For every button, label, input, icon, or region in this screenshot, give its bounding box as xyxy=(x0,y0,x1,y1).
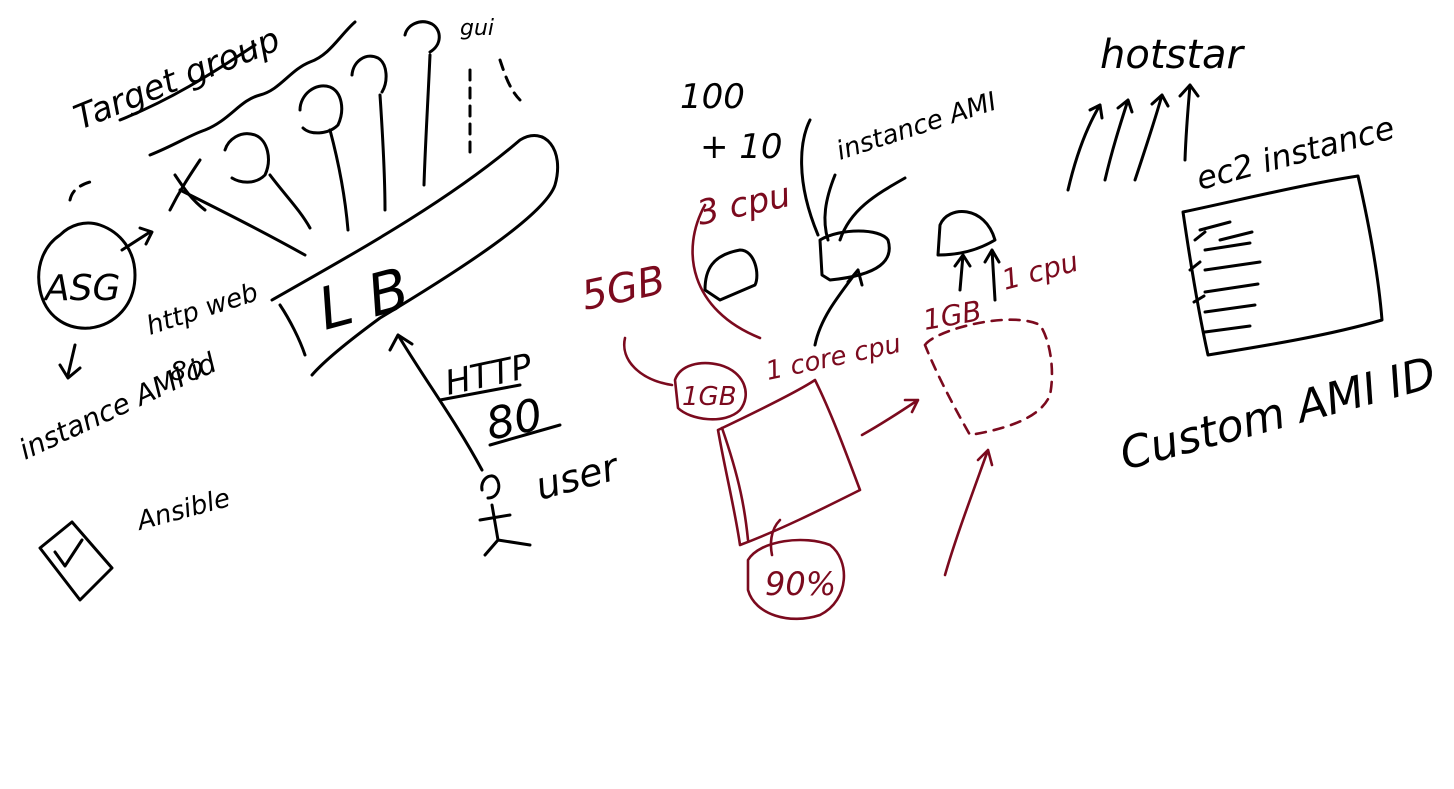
http-underlines xyxy=(438,383,562,447)
custom-ami-label: Custom AMI ID xyxy=(1115,347,1442,480)
cpu-1core-label: 1 core cpu xyxy=(763,329,903,387)
count-100-label: 100 xyxy=(680,77,745,117)
plus-10-label: + 10 xyxy=(700,127,783,167)
mem-1gb-label: 1GB xyxy=(682,382,737,412)
port-80-left-label: 80 xyxy=(170,357,203,387)
http-web-label: http web xyxy=(143,277,262,341)
usage-90-label: 90% xyxy=(765,565,836,603)
user-stick-figure xyxy=(478,474,532,557)
instance-arrow xyxy=(58,343,82,380)
load-balancer-shape xyxy=(270,134,560,377)
instance-box xyxy=(716,378,862,547)
target-group-cluster xyxy=(148,20,522,257)
cpu-3-curve xyxy=(691,203,762,340)
checklist-icon xyxy=(38,520,114,602)
cpu-3-label: 3 cpu xyxy=(694,175,795,234)
user-to-lb-arrow xyxy=(388,333,484,472)
cloud-instance-group xyxy=(703,118,1001,347)
size-5gb-curve xyxy=(622,336,674,387)
instance-ami-label: instance AMI xyxy=(833,87,1000,167)
usage-connector xyxy=(769,518,782,557)
size-5gb-label: 5GB xyxy=(578,257,670,319)
target-group-underline xyxy=(118,43,257,122)
ansible-label: Ansible xyxy=(132,483,233,537)
mem-1gb-right-label: 1GB xyxy=(920,294,984,337)
ec2-instance-label: ec2 instance xyxy=(1192,108,1398,197)
asg-label: ASG xyxy=(43,268,120,309)
scale-out-arrow xyxy=(860,398,920,437)
cpu-1-right-label: 1 cpu xyxy=(998,245,1082,297)
traffic-arrows xyxy=(1066,83,1200,192)
user-label: user xyxy=(531,444,625,509)
hotstar-label: hotstar xyxy=(1100,32,1246,78)
target-group-label: Target group xyxy=(68,20,285,139)
mem-1gb-circle xyxy=(673,361,747,421)
usage-90-circle xyxy=(746,538,846,621)
instance-ami-id-label: instance AMI id xyxy=(14,346,222,466)
asg-circle xyxy=(37,221,137,330)
gui-label: gui xyxy=(460,16,494,41)
scale-up-arrow xyxy=(943,448,994,577)
ec2-window xyxy=(1181,174,1384,357)
asg-arrow xyxy=(120,226,154,252)
new-instance-dashed-box xyxy=(923,318,1054,437)
asg-dash xyxy=(68,180,92,202)
port-80-label: 80 xyxy=(482,389,547,451)
